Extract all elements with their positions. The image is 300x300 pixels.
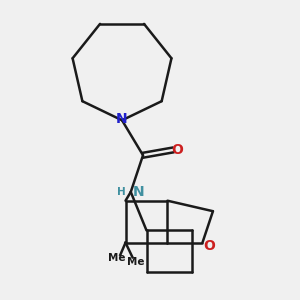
Text: Me: Me bbox=[108, 254, 125, 263]
Text: O: O bbox=[171, 143, 183, 157]
Text: Me: Me bbox=[127, 257, 145, 267]
Text: N: N bbox=[133, 185, 144, 199]
Text: H: H bbox=[117, 187, 125, 197]
Text: N: N bbox=[116, 112, 128, 125]
Text: O: O bbox=[203, 239, 215, 253]
